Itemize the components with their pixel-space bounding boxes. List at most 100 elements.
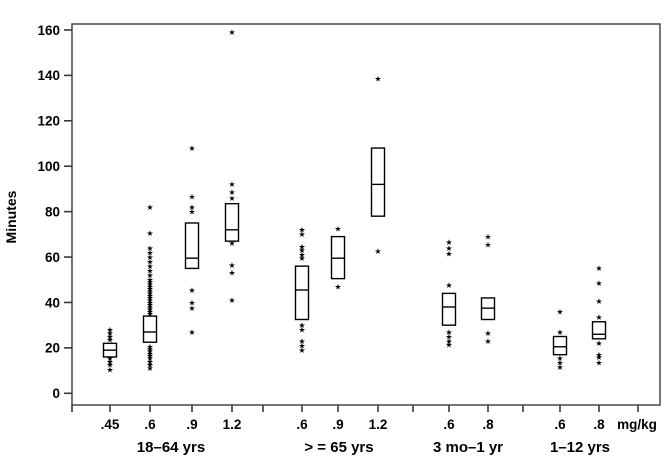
outlier-star: ★ — [188, 286, 195, 295]
outlier-star: ★ — [556, 354, 563, 363]
y-axis-title: Minutes — [3, 190, 19, 243]
outlier-star: ★ — [106, 361, 113, 370]
outlier-star: ★ — [146, 296, 153, 305]
group-label: > = 65 yrs — [304, 439, 373, 456]
outlier-star: ★ — [146, 361, 153, 370]
outlier-star: ★ — [298, 346, 305, 355]
outlier-star: ★ — [445, 238, 452, 247]
outlier-star: ★ — [146, 203, 153, 212]
dose-label: .6 — [554, 417, 566, 432]
outlier-star: ★ — [146, 287, 153, 296]
outlier-star: ★ — [298, 246, 305, 255]
outlier-star: ★ — [146, 354, 153, 363]
outlier-star: ★ — [146, 357, 153, 366]
outlier-star: ★ — [374, 247, 381, 256]
outlier-star: ★ — [146, 305, 153, 314]
outlier-star: ★ — [334, 224, 341, 233]
outlier-star: ★ — [445, 328, 452, 337]
outlier-star: ★ — [595, 297, 602, 306]
outlier-star: ★ — [298, 243, 305, 252]
outlier-star: ★ — [146, 298, 153, 307]
outlier-star: ★ — [146, 345, 153, 354]
outlier-star: ★ — [188, 193, 195, 202]
outlier-star: ★ — [188, 144, 195, 153]
outlier-star: ★ — [146, 307, 153, 316]
outlier-star: ★ — [146, 244, 153, 253]
outlier-star: ★ — [595, 358, 602, 367]
outlier-star: ★ — [106, 354, 113, 363]
outlier-star: ★ — [484, 232, 491, 241]
dose-label: .8 — [593, 417, 605, 432]
outlier-star: ★ — [445, 340, 452, 349]
outlier-star: ★ — [146, 291, 153, 300]
outlier-star: ★ — [445, 281, 452, 290]
outlier-star: ★ — [595, 279, 602, 288]
outlier-star: ★ — [106, 326, 113, 335]
dose-label: 1.2 — [223, 417, 242, 432]
outlier-star: ★ — [228, 296, 235, 305]
outlier-star: ★ — [146, 257, 153, 266]
outlier-star: ★ — [595, 264, 602, 273]
outlier-star: ★ — [146, 347, 153, 356]
dose-label: .45 — [101, 417, 120, 432]
dose-label: .9 — [332, 417, 343, 432]
outlier-star: ★ — [556, 307, 563, 316]
outlier-star: ★ — [298, 254, 305, 263]
outlier-star: ★ — [146, 271, 153, 280]
outlier-star: ★ — [146, 364, 153, 373]
boxplot-box — [294, 265, 310, 321]
outlier-star: ★ — [146, 278, 153, 287]
boxplot-box — [184, 222, 200, 270]
outlier-star: ★ — [595, 350, 602, 359]
outlier-star: ★ — [228, 194, 235, 203]
outlier-star: ★ — [298, 326, 305, 335]
boxplot-box — [224, 202, 240, 242]
y-tick-label: 20 — [45, 341, 60, 356]
outlier-star: ★ — [146, 294, 153, 303]
outlier-star: ★ — [298, 230, 305, 239]
outlier-star: ★ — [106, 365, 113, 374]
group-label: 18–64 yrs — [137, 439, 205, 456]
outlier-star: ★ — [146, 282, 153, 291]
outlier-star: ★ — [106, 332, 113, 341]
outlier-star: ★ — [445, 332, 452, 341]
outlier-star: ★ — [556, 363, 563, 372]
outlier-star: ★ — [298, 337, 305, 346]
outlier-star: ★ — [298, 341, 305, 350]
outlier-star: ★ — [146, 352, 153, 361]
outlier-star: ★ — [106, 336, 113, 345]
dose-label: .8 — [482, 417, 494, 432]
boxplot-box — [142, 315, 158, 343]
outlier-star: ★ — [298, 226, 305, 235]
y-tick-label: 60 — [45, 250, 60, 265]
dose-label: .6 — [296, 417, 308, 432]
outlier-star: ★ — [445, 249, 452, 258]
outlier-star: ★ — [595, 353, 602, 362]
group-label: 1–12 yrs — [550, 439, 610, 456]
outlier-star: ★ — [146, 289, 153, 298]
outlier-star: ★ — [374, 75, 381, 84]
outlier-star: ★ — [445, 244, 452, 253]
outlier-star: ★ — [595, 339, 602, 348]
outlier-star: ★ — [228, 261, 235, 270]
y-tick-label: 40 — [45, 295, 60, 310]
outlier-star: ★ — [146, 276, 153, 285]
outlier-star: ★ — [146, 349, 153, 358]
outlier-star: ★ — [146, 303, 153, 312]
outlier-star: ★ — [188, 298, 195, 307]
outlier-star: ★ — [146, 280, 153, 289]
group-label: 3 mo–1 yr — [433, 439, 503, 456]
outlier-star: ★ — [146, 248, 153, 257]
outlier-star: ★ — [146, 285, 153, 294]
outlier-star: ★ — [106, 329, 113, 338]
outlier-star: ★ — [298, 321, 305, 330]
outlier-star: ★ — [188, 203, 195, 212]
outlier-star: ★ — [298, 251, 305, 260]
y-tick-label: 140 — [37, 68, 60, 83]
y-tick-label: 80 — [45, 204, 60, 219]
outlier-star: ★ — [595, 313, 602, 322]
dose-label: 1.2 — [369, 417, 388, 432]
dose-label: .6 — [144, 417, 156, 432]
